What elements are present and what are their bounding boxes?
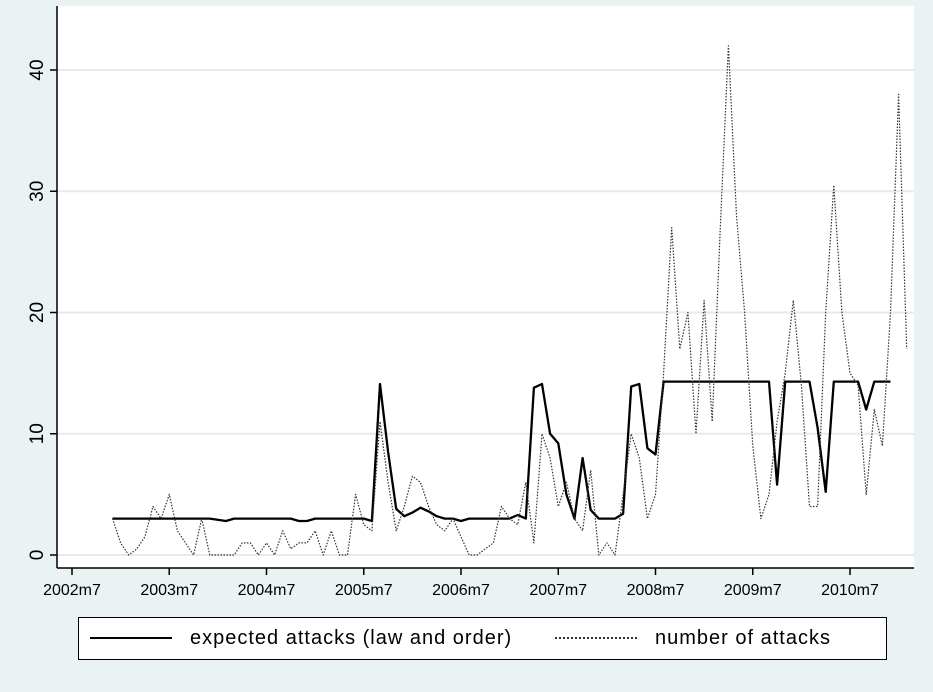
x-axis: 2002m7 2003m7 2004m7 2005m7 2006m7 2007m7 2008… (43, 567, 914, 599)
legend-label-expected: expected attacks (law and order) (190, 626, 513, 649)
x-tick-label: 2005m7 (335, 582, 393, 599)
series-line-1 (112, 380, 891, 523)
series-line-2 (111, 45, 908, 556)
grid-lines (57, 69, 914, 556)
x-tick-label: 2002m7 (43, 582, 101, 599)
y-tick-label: 0 (27, 550, 48, 561)
legend: expected attacks (law and order) number … (78, 617, 887, 660)
legend-entry-attacks: number of attacks (555, 618, 831, 658)
x-tick-label: 2007m7 (529, 582, 587, 599)
x-tick-label: 2009m7 (724, 582, 782, 599)
legend-label-attacks: number of attacks (655, 626, 831, 649)
y-tick-label: 10 (27, 423, 48, 444)
series-layer (111, 45, 908, 556)
legend-entry-expected: expected attacks (law and order) (90, 618, 512, 658)
x-tick-label: 2008m7 (627, 582, 685, 599)
legend-swatch-dotted (555, 637, 637, 639)
x-tick-label: 2004m7 (238, 582, 296, 599)
y-axis: 0 10 20 30 40 (27, 6, 58, 568)
x-tick-label: 2006m7 (432, 582, 490, 599)
x-tick-label: 2010m7 (821, 582, 879, 599)
plot-area (57, 6, 914, 568)
x-tick-label: 2003m7 (140, 582, 198, 599)
y-tick-label: 30 (27, 181, 48, 202)
legend-swatch-solid (90, 637, 172, 639)
y-tick-label: 20 (27, 302, 48, 323)
y-tick-label: 40 (27, 59, 48, 80)
